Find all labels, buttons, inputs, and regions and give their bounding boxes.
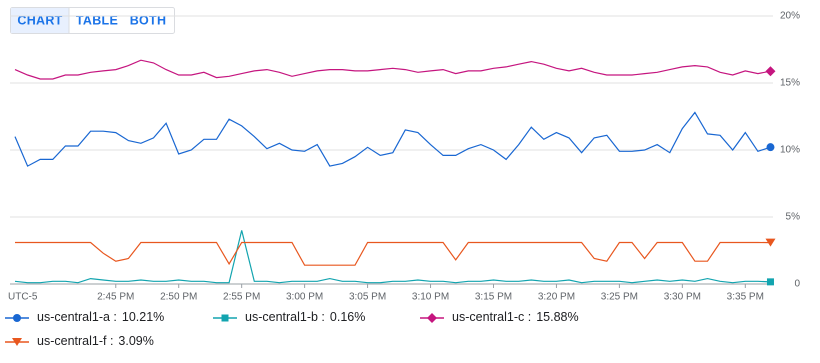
- x-tick-label: 3:35 PM: [727, 292, 764, 303]
- legend-value: 15.88%: [536, 310, 578, 324]
- legend-label: us-central1-c : 15.88%: [452, 310, 579, 324]
- legend-name: us-central1-f :: [37, 334, 113, 348]
- legend-label: us-central1-f : 3.09%: [37, 334, 154, 348]
- marker: [765, 66, 776, 77]
- legend-value: 3.09%: [118, 334, 153, 348]
- series-line: [14, 59, 771, 80]
- timezone-label: UTC-5: [8, 292, 38, 303]
- legend-value: 0.16%: [330, 310, 365, 324]
- tab-table[interactable]: TABLE: [76, 13, 118, 27]
- legend-label: us-central1-b : 0.16%: [245, 310, 365, 324]
- y-tick-label: 10%: [780, 145, 800, 156]
- marker: [13, 314, 21, 322]
- legend-name: us-central1-c :: [452, 310, 531, 324]
- x-tick-label: 2:45 PM: [97, 292, 134, 303]
- x-tick-label: 3:05 PM: [349, 292, 386, 303]
- legend-name: us-central1-a :: [37, 310, 117, 324]
- x-tick-label: 3:10 PM: [412, 292, 449, 303]
- legend-value: 10.21%: [122, 310, 164, 324]
- marker: [427, 313, 437, 323]
- tab-selected-bg: [11, 8, 69, 33]
- x-tick-label: 3:20 PM: [538, 292, 575, 303]
- series-line: [14, 111, 771, 167]
- x-tick-label: 3:00 PM: [286, 292, 323, 303]
- x-tick-label: 2:55 PM: [223, 292, 260, 303]
- x-tick-label: 3:25 PM: [601, 292, 638, 303]
- series-line: [14, 230, 771, 284]
- marker: [766, 278, 774, 286]
- tab-both[interactable]: BOTH: [130, 13, 167, 27]
- marker: [12, 338, 22, 346]
- marker: [221, 314, 229, 322]
- y-tick-label: 15%: [780, 78, 800, 89]
- tab-chart[interactable]: CHART: [17, 13, 62, 27]
- x-tick-label: 2:50 PM: [160, 292, 197, 303]
- y-tick-label: 0: [794, 279, 800, 290]
- x-tick-label: 3:30 PM: [664, 292, 701, 303]
- legend-name: us-central1-b :: [245, 310, 325, 324]
- y-tick-label: 20%: [780, 11, 800, 22]
- marker: [765, 238, 776, 247]
- marker: [766, 143, 775, 152]
- x-tick-label: 3:15 PM: [475, 292, 512, 303]
- legend-label: us-central1-a : 10.21%: [37, 310, 164, 324]
- y-tick-label: 5%: [786, 212, 801, 223]
- series-line: [15, 241, 771, 266]
